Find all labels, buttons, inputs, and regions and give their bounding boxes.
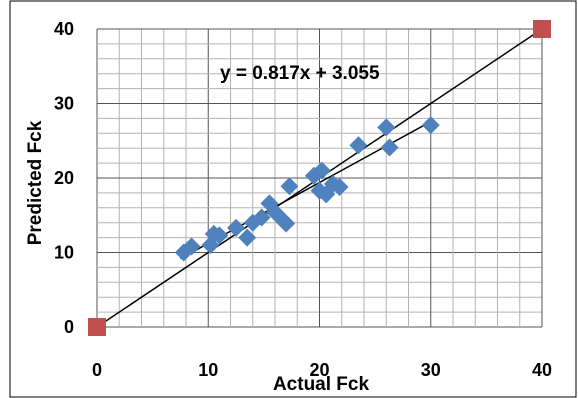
data-point [312,161,331,180]
y-axis-title: Predicted Fck [25,120,46,245]
data-markers [88,20,551,336]
data-point [280,177,299,196]
x-tick-label: 40 [532,360,552,380]
y-tick-label: 20 [54,168,74,188]
reference-point [88,318,106,336]
data-point [421,116,440,135]
y-tick-label: 10 [54,243,74,263]
data-point [377,118,396,137]
chart-frame [9,0,577,398]
data-point [349,136,368,155]
y-tick-label: 30 [54,94,74,114]
trendline-equation: y = 0.817x + 3.055 [220,63,380,84]
x-tick-label: 20 [309,360,329,380]
data-point [238,228,257,247]
x-tick-label: 30 [421,360,441,380]
data-point [210,226,229,245]
tick-labels: 0 10 20 30 40 0 10 20 30 40 [54,19,552,380]
gridlines [96,28,543,328]
data-point [277,214,296,233]
x-axis-title: Actual Fck [273,374,370,395]
data-point [330,177,349,196]
data-point [380,138,399,157]
data-point [227,218,246,237]
y-tick-label: 0 [64,317,74,337]
x-tick-label: 10 [198,360,218,380]
x-tick-label: 0 [92,360,102,380]
data-point [182,237,201,256]
data-point [252,208,271,227]
y-tick-label: 40 [54,19,74,39]
reference-point [533,20,551,38]
